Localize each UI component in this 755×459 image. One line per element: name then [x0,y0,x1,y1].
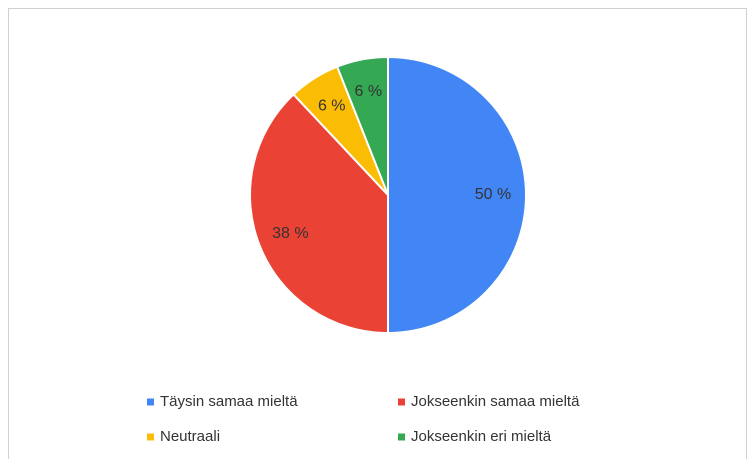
value-label: 6 % [318,98,346,115]
legend-swatch [147,433,154,441]
value-label: 6 % [355,83,383,100]
legend-swatch [398,398,405,406]
legend-swatch [147,398,154,406]
pie [249,55,527,335]
pie-slice [335,55,389,196]
legend-label: Täysin samaa mieltä [160,393,298,410]
value-label: 50 % [475,186,511,203]
value-label: 38 % [272,225,308,242]
legend-label: Jokseenkin eri mieltä [411,428,552,445]
pie-slice [249,92,389,335]
legend-label: Neutraali [160,428,220,445]
legend-swatch [398,433,405,441]
legend: Täysin samaa mieltä Jokseenkin samaa miel… [147,393,580,445]
legend-label: Jokseenkin samaa mieltä [411,393,580,410]
value-labels: 50 % 38 % 6 % 6 % [272,83,511,242]
pie-slice [387,55,527,335]
